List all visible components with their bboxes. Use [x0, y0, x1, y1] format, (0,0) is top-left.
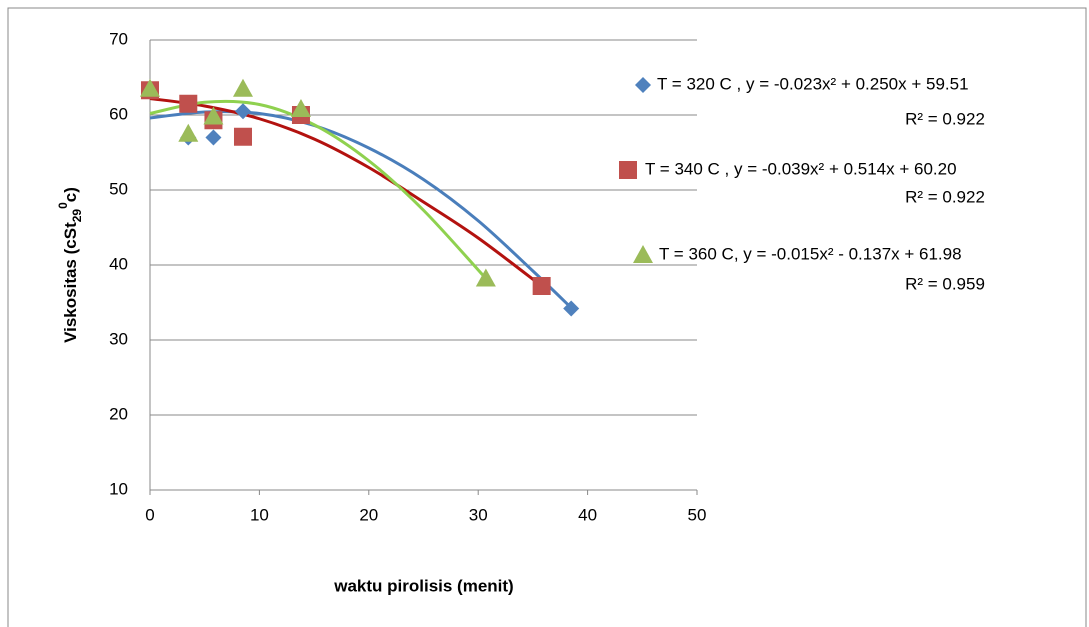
legend-marker — [635, 77, 651, 93]
point — [205, 130, 221, 146]
legend-marker — [633, 245, 653, 263]
x-tick-label: 40 — [578, 505, 597, 524]
y-tick-label: 50 — [109, 179, 128, 198]
x-tick-label: 50 — [688, 505, 707, 524]
legend-r2: R² = 0.922 — [905, 187, 985, 206]
legend-r2: R² = 0.922 — [905, 109, 985, 128]
y-tick-label: 60 — [109, 104, 128, 123]
x-tick-label: 30 — [469, 505, 488, 524]
point — [533, 277, 551, 295]
point — [233, 79, 253, 97]
x-axis-label: waktu pirolisis (menit) — [333, 576, 513, 595]
legend-label: T = 340 C , y = -0.039x² + 0.514x + 60.2… — [645, 159, 957, 178]
x-tick-label: 20 — [359, 505, 378, 524]
y-tick-label: 40 — [109, 254, 128, 273]
y-tick-label: 10 — [109, 479, 128, 498]
y-label-sub: 29 — [70, 209, 84, 223]
legend-label: T = 320 C , y = -0.023x² + 0.250x + 59.5… — [657, 74, 969, 93]
legend-marker — [619, 161, 637, 179]
chart: waktu pirolisis (menit) Viskositas (cSt2… — [0, 0, 1089, 627]
y-tick-label: 30 — [109, 329, 128, 348]
point — [179, 95, 197, 113]
point — [234, 128, 252, 146]
y-axis-label: Viskositas (cSt290c) — [56, 187, 84, 343]
legend-label: T = 360 C, y = -0.015x² - 0.137x + 61.98 — [659, 244, 962, 263]
y-label-text: Viskositas (cSt — [61, 222, 80, 343]
legend-r2: R² = 0.959 — [905, 274, 985, 293]
y-label-end: c) — [61, 187, 80, 202]
point — [178, 124, 198, 142]
y-tick-label: 70 — [109, 29, 128, 48]
x-tick-label: 10 — [250, 505, 269, 524]
y-tick-label: 20 — [109, 404, 128, 423]
x-tick-label: 0 — [145, 505, 154, 524]
